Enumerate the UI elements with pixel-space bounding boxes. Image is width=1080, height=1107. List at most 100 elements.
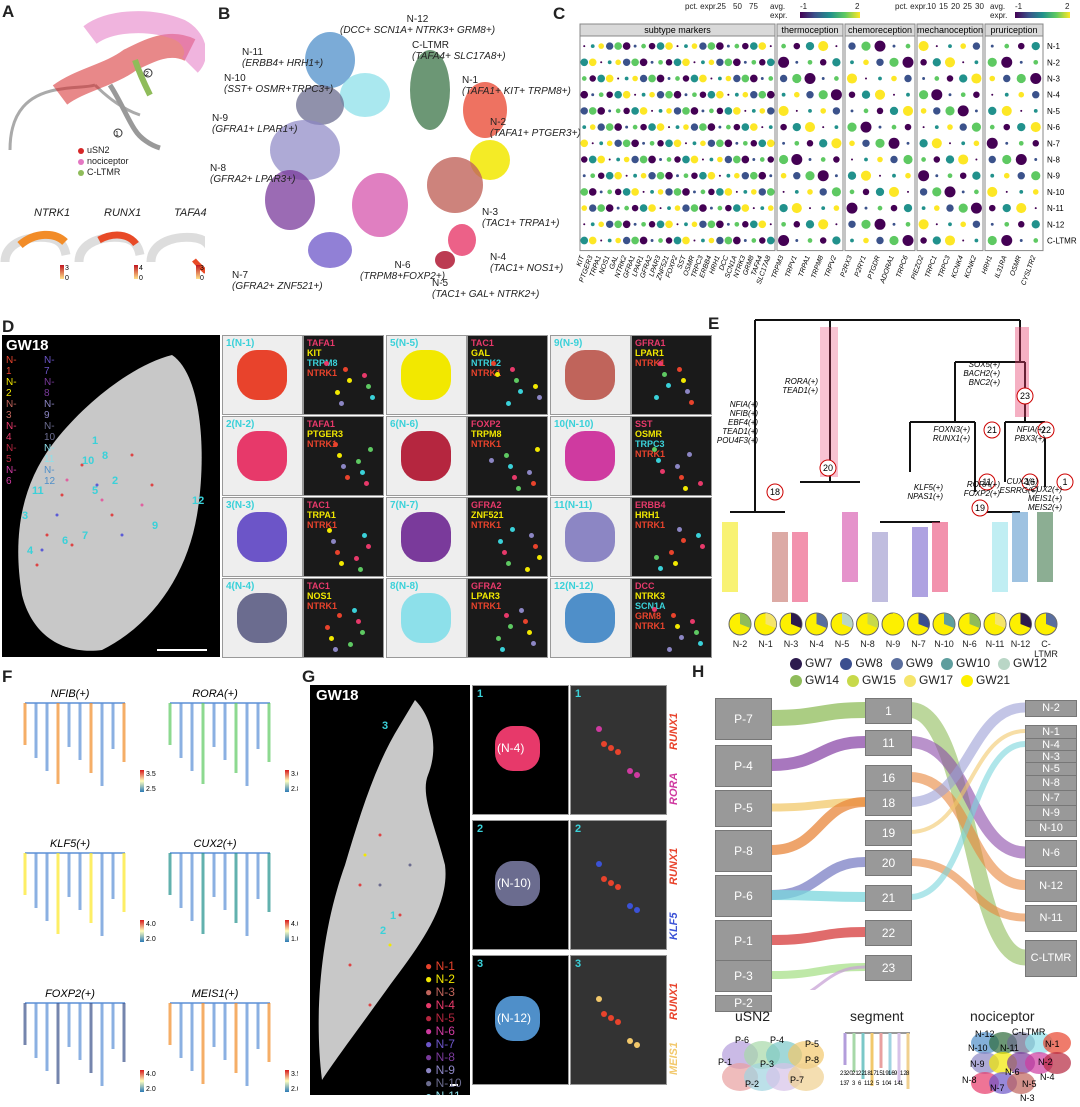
c-dot <box>658 59 663 65</box>
e-annotation: TEAD1(+) <box>722 427 758 436</box>
panel-label-a: A <box>2 2 15 21</box>
c-dot <box>641 92 646 97</box>
d-tile-number: 11(N-11) <box>554 500 593 511</box>
d-dot <box>325 625 330 630</box>
g-gene: KLF5 <box>668 912 680 940</box>
c-dot <box>598 221 604 228</box>
e-node <box>978 473 996 491</box>
c-group-frame <box>984 35 1044 252</box>
c-dot <box>768 125 773 129</box>
f-colorbar <box>140 770 144 792</box>
c-dot <box>580 139 589 148</box>
d-marker-label: SST <box>635 419 653 429</box>
d-dot <box>324 361 329 366</box>
c-dot <box>605 204 614 212</box>
d-marker-label: NTRK1 <box>471 601 502 611</box>
b-n7: N-7 (GFRA2+ ZNF521+) <box>232 270 323 292</box>
c-dot <box>591 142 594 145</box>
c-dot <box>725 75 732 82</box>
d-tile-number: 12(N-12) <box>554 581 594 592</box>
c-dot <box>724 139 733 148</box>
c-dot <box>1017 122 1026 132</box>
d-dot <box>329 636 334 641</box>
c-group-frame <box>844 35 916 252</box>
c-dot <box>834 174 838 178</box>
c-dot <box>831 138 842 149</box>
c-dot <box>893 93 895 96</box>
c-dot <box>778 105 789 116</box>
g-legend-item: ● N-8 <box>425 1050 455 1064</box>
e-annotation: NFIA(+) <box>730 400 759 409</box>
c-dot <box>918 170 930 182</box>
c-dot <box>1001 235 1013 246</box>
c-row-label: C-LTMR <box>1047 237 1077 246</box>
f-scale-min: 1.0 <box>291 936 298 943</box>
h-noci-label: N-3 <box>1020 1093 1035 1103</box>
c-dot <box>778 56 790 68</box>
c-dot <box>656 42 665 50</box>
d-marker-label: DCC <box>635 581 655 591</box>
f-title: KLF5(+) <box>50 838 90 850</box>
g-gene: RUNX1 <box>668 848 680 885</box>
d-dot <box>531 481 536 486</box>
c-dot <box>975 158 978 161</box>
svg-text:0: 0 <box>139 275 143 282</box>
c-dot <box>591 93 595 97</box>
h-noci-label: N-7 <box>990 1083 1005 1093</box>
d-dot <box>529 533 534 538</box>
c-dot <box>631 188 639 196</box>
c-dot <box>892 173 896 178</box>
e-cell-column <box>722 522 738 592</box>
c-dot <box>945 106 955 116</box>
c-gene-label: IL31RA <box>994 255 1009 280</box>
panel-e: E 18 20 23 21 22 19 11 16 1 NFIA(+) NFIB(+) EBF4(+)… <box>700 312 1080 659</box>
c-dot <box>766 139 775 148</box>
c-dot <box>861 41 871 51</box>
d-tiles: 1(N-1) TAFA1 KIT TRPM8 NTRK1 5(N-5) TAC1 GAL NTR… <box>222 335 712 658</box>
c-dot <box>633 44 637 48</box>
c-dot <box>682 75 690 82</box>
d-dot <box>496 636 501 641</box>
d-marker-label: GRM8 <box>635 611 662 621</box>
c-gene-label: TRPV1 <box>784 255 798 279</box>
h-flow <box>909 702 1026 807</box>
f-colorbar <box>285 920 289 942</box>
c-dot <box>676 174 679 178</box>
g-legend-item: ● N-7 <box>425 1037 455 1051</box>
e-pie-slice <box>842 613 853 628</box>
h-p-box: P-6 <box>715 875 772 917</box>
e-node-label: 20 <box>823 463 833 473</box>
d-dot <box>360 470 365 475</box>
c-dot <box>640 172 647 179</box>
c-dot <box>1016 73 1026 84</box>
f-scale-min: 2.0 <box>146 936 156 943</box>
d-marker-label: NTRK1 <box>471 439 502 449</box>
c-dot <box>665 59 673 66</box>
e-annotation: EBF4(+) <box>728 418 758 427</box>
d-tile-number: 5(N-5) <box>390 338 419 349</box>
c-dot <box>725 204 732 212</box>
c-dot <box>1031 220 1040 229</box>
c-dot <box>691 43 698 49</box>
d-dot <box>331 539 336 544</box>
c-dot <box>959 74 968 83</box>
d-legend-item: N-2 <box>6 377 17 399</box>
d-mask-tile: 9(N-9) <box>550 335 631 415</box>
panel-label-h: H <box>692 662 705 681</box>
d-tissue-image: GW18 N-1 N-2 N-3 N-4 N-5 N-6 N-7 N-8 N-9 N-10 N-1… <box>2 335 220 657</box>
c-dot <box>934 76 940 81</box>
d-dot <box>519 608 524 613</box>
c-dot <box>874 89 886 100</box>
h-seg-num: 5 <box>876 1081 880 1087</box>
g-gene: RORA <box>668 773 680 805</box>
d-marker-label: NTRK1 <box>307 368 338 378</box>
c-dot <box>932 187 942 197</box>
h-flow <box>771 927 866 945</box>
d-dot <box>500 647 505 652</box>
c-dot <box>742 140 748 146</box>
panel-d: D GW18 N-1 N-2 N-3 N-4 N-5 N-6 N-7 N-8 N-9 N-10 N… <box>0 315 712 660</box>
d-dot <box>360 630 365 635</box>
c-dot <box>700 140 706 147</box>
d-marker-label: NTRK1 <box>635 520 666 530</box>
c-dot <box>693 61 696 64</box>
